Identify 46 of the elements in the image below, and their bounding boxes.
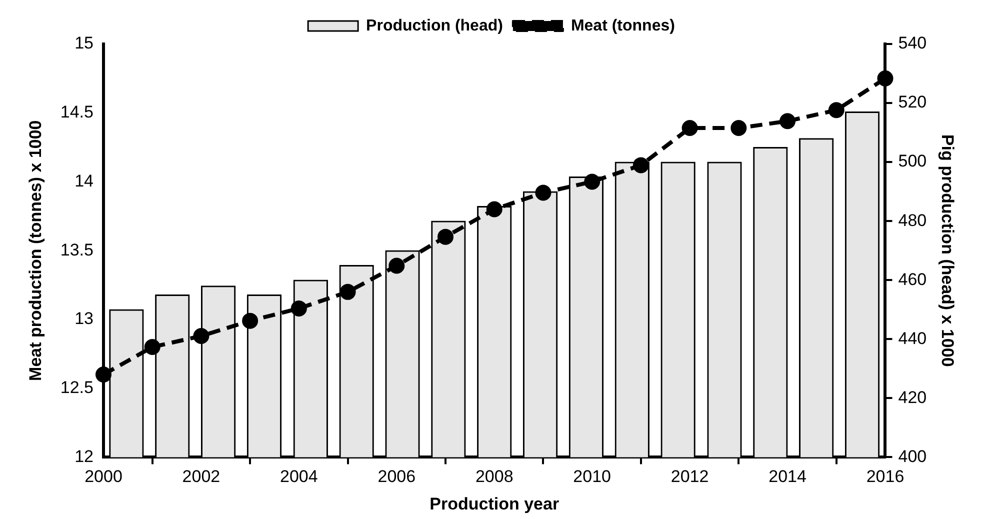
point bbox=[682, 120, 698, 136]
y2-tick-label: 440 bbox=[898, 328, 927, 348]
y-tick-label: 15 bbox=[74, 34, 94, 53]
x-tick-label: 2000 bbox=[84, 467, 122, 486]
legend-label: Meat (tonnes) bbox=[570, 17, 675, 34]
y-tick-label: 14.5 bbox=[60, 102, 94, 122]
point bbox=[877, 70, 894, 86]
y2-tick-label: 460 bbox=[898, 270, 927, 289]
point bbox=[730, 120, 747, 136]
y-tick-label: 14 bbox=[74, 171, 94, 190]
point bbox=[584, 174, 600, 190]
x-tick-label: 2012 bbox=[670, 467, 709, 486]
point bbox=[95, 366, 112, 383]
y-tick-label: 13 bbox=[74, 309, 94, 328]
y-axis-title: Meat production (tonnes) x 1000 bbox=[26, 120, 45, 381]
point bbox=[486, 201, 502, 218]
x-tick-label: 2006 bbox=[378, 467, 416, 486]
y-tick-label: 12 bbox=[74, 446, 94, 466]
point bbox=[242, 312, 258, 329]
y2-tick-label: 400 bbox=[898, 446, 927, 466]
x-tick-label: 2010 bbox=[573, 467, 611, 486]
point bbox=[780, 113, 796, 130]
y2-axis-title: Pig production (head) x 1000 bbox=[938, 134, 958, 367]
point bbox=[438, 228, 454, 245]
point bbox=[144, 339, 160, 356]
point bbox=[388, 258, 405, 274]
y2-tick-label: 480 bbox=[898, 210, 927, 230]
point bbox=[828, 102, 844, 118]
point bbox=[535, 184, 552, 201]
y2-tick-label: 500 bbox=[898, 152, 927, 171]
x-axis-title: Production year bbox=[430, 494, 560, 514]
point bbox=[340, 284, 356, 300]
y2-tick-label: 540 bbox=[898, 34, 927, 53]
y-tick-label: 12.5 bbox=[60, 378, 94, 398]
point bbox=[290, 300, 307, 316]
x-tick-label: 2014 bbox=[768, 467, 806, 486]
y2-tick-label: 520 bbox=[898, 92, 927, 112]
x-tick-label: 2008 bbox=[475, 467, 514, 486]
legend-label: Production (head) bbox=[366, 17, 503, 34]
x-tick-label: 2016 bbox=[866, 467, 904, 486]
x-tick-label: 2004 bbox=[280, 467, 318, 486]
x-tick-label: 2002 bbox=[182, 467, 220, 486]
y-tick-label: 13.5 bbox=[60, 240, 94, 260]
y2-tick-label: 420 bbox=[898, 388, 927, 407]
point bbox=[193, 328, 210, 344]
point bbox=[632, 157, 649, 174]
